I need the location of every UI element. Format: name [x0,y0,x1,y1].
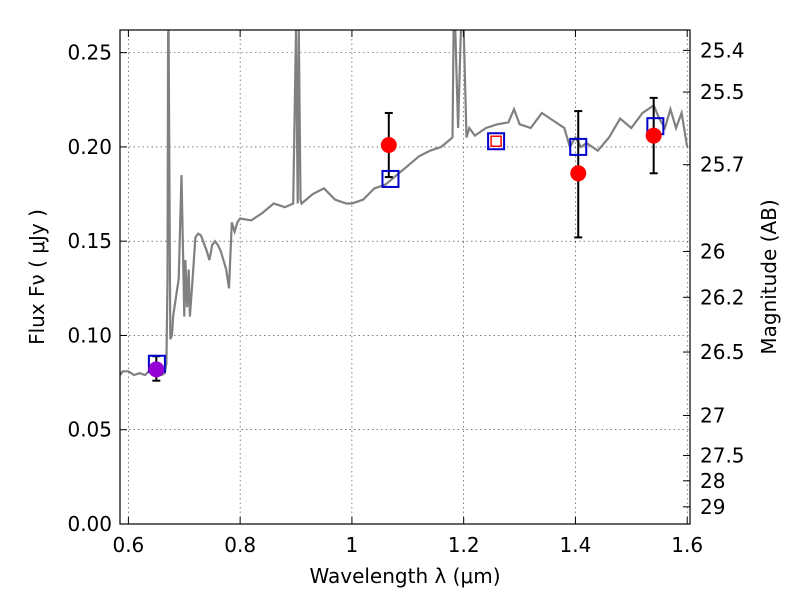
y-tick-label: 0.10 [67,323,112,347]
y-tick-label: 0.15 [67,229,112,253]
x-tick-label: 0.8 [224,533,256,557]
y-tick-label: 0.20 [67,135,112,159]
mag-tick-label: 26.5 [700,340,745,364]
x-tick-label: 0.6 [112,533,144,557]
observed-point [645,127,662,144]
mag-tick-label: 27 [700,404,725,428]
model-point [487,132,506,151]
mag-tick-label: 26.2 [700,285,745,309]
model-point [381,169,400,188]
x-tick-label: 1 [346,533,359,557]
y-axis-label: Flux Fν ( μJy ) [25,209,49,345]
observed-point [148,361,165,378]
y-tick-label: 0.05 [67,418,112,442]
right-axis-label: Magnitude (AB) [757,199,781,354]
observed-point [570,165,587,182]
y-tick-label: 0.25 [67,41,112,65]
spectrum-line [120,30,689,377]
x-tick-label: 1.4 [560,533,592,557]
mag-tick-label: 29 [700,495,725,519]
x-axis-label: Wavelength λ (μm) [309,564,500,588]
model-point [569,137,588,156]
y-tick-label: 0.00 [67,512,112,536]
observed-points [148,127,662,378]
mag-tick-label: 25.7 [700,153,745,177]
model-point-highlight [490,135,502,147]
x-tick-label: 1.2 [448,533,480,557]
x-axis-ticks: 0.6 0.8 1 1.2 1.4 1.6 [112,30,703,557]
plot-frame [119,29,691,525]
observed-point [380,137,397,154]
x-tick-label: 1.6 [671,533,703,557]
mag-tick-label: 28 [700,469,725,493]
mag-tick-label: 27.5 [700,444,745,468]
y-axis-ticks: 0.00 0.05 0.10 0.15 0.20 0.25 [67,41,127,536]
mag-tick-label: 25.4 [700,38,745,62]
mag-tick-label: 25.5 [700,80,745,104]
mag-tick-label: 26 [700,239,725,263]
plot-area [120,30,689,382]
